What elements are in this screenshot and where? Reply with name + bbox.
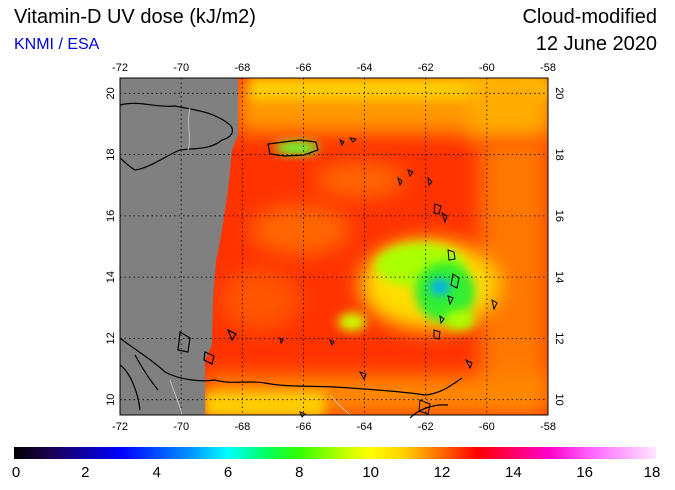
graticule [120, 78, 548, 415]
lat-tick-label: 14 [105, 271, 117, 283]
lon-tick-label: -60 [479, 421, 495, 433]
islands [279, 137, 498, 418]
lon-tick-label: -70 [173, 62, 189, 74]
map-title: Vitamin-D UV dose (kJ/m2) [14, 6, 256, 28]
lat-tick-label: 10 [105, 394, 117, 406]
map-frame [119, 77, 549, 416]
lon-ticks-top: -72 -70 -68 -66 -64 -62 -60 -58 [112, 62, 556, 74]
lon-tick-label: -66 [295, 62, 311, 74]
lon-tick-label: -66 [295, 421, 311, 433]
lon-tick-label: -64 [357, 62, 373, 74]
lon-tick-label: -70 [173, 421, 189, 433]
colorbar-label: 18 [643, 464, 661, 481]
lat-tick-label: 12 [105, 332, 117, 344]
colorbar [14, 447, 656, 459]
lon-ticks-bottom: -72 -70 -68 -66 -64 -62 -60 -58 [112, 421, 556, 433]
colorbar-label: 10 [362, 464, 379, 481]
lat-tick-label: 10 [553, 394, 565, 406]
colorbar-label: 6 [223, 464, 233, 481]
lat-tick-label: 12 [553, 332, 565, 344]
source-label: KNMI / ESA [14, 36, 100, 53]
lon-tick-label: -72 [112, 421, 128, 433]
lon-tick-label: -62 [418, 421, 434, 433]
uv-dose-map: -72 -70 -68 -66 -64 -62 -60 -58 -72 -70 -68 -66 -64… [105, 62, 565, 433]
dose-field [120, 78, 548, 415]
colorbar-label: 4 [152, 464, 161, 481]
colorbar-label: 0 [11, 464, 21, 481]
lat-tick-label: 20 [105, 87, 117, 99]
lat-tick-label: 18 [105, 148, 117, 160]
borders [169, 107, 351, 416]
colorbar-label: 8 [295, 464, 304, 481]
lon-tick-label: -68 [234, 421, 250, 433]
lon-tick-label: -58 [540, 62, 556, 74]
lon-tick-label: -64 [357, 421, 373, 433]
lon-tick-label: -62 [418, 62, 434, 74]
coastlines [119, 102, 463, 419]
lat-ticks-left: 10 12 14 16 18 20 [105, 87, 117, 406]
colorbar-label: 16 [576, 464, 593, 481]
date-label: 12 June 2020 [535, 33, 657, 55]
lon-tick-label: -58 [540, 421, 556, 433]
colorbar-label: 2 [81, 464, 90, 481]
lat-tick-label: 16 [553, 210, 565, 222]
lat-tick-label: 20 [553, 87, 565, 99]
lat-ticks-right: 10 12 14 16 18 20 [553, 87, 565, 406]
lon-tick-label: -68 [234, 62, 250, 74]
lon-tick-label: -60 [479, 62, 495, 74]
colorbar-label: 14 [504, 464, 522, 481]
lon-tick-label: -72 [112, 62, 128, 74]
colorbar-label: 12 [433, 464, 451, 481]
lat-tick-label: 18 [553, 148, 565, 160]
lat-tick-label: 16 [105, 210, 117, 222]
lat-tick-label: 14 [553, 271, 565, 283]
product-label: Cloud-modified [522, 6, 657, 28]
